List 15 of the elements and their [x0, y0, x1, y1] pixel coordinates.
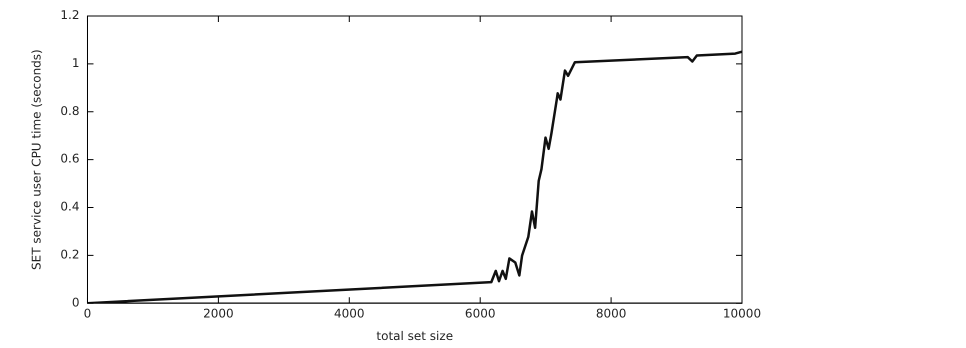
x-tick-label: 8000 [596, 306, 626, 321]
y-axis-title: SET service user CPU time (seconds) [29, 49, 44, 270]
x-tick-label: 6000 [464, 306, 496, 321]
y-tick-label: 0.4 [60, 200, 80, 214]
y-tick-label: 0.6 [60, 152, 80, 166]
y-tick-label: 0 [72, 295, 80, 310]
y-tick-label: 0.2 [60, 247, 80, 262]
x-tick-label: 10000 [722, 306, 762, 321]
x-tick-label: 4000 [334, 306, 365, 321]
x-tick-label: 2000 [203, 306, 234, 321]
y-tick-label: 1.2 [60, 8, 80, 22]
x-tick-label: 0 [84, 306, 92, 321]
x-axis-title: total set size [376, 328, 454, 343]
y-tick-label: 0.8 [60, 104, 80, 118]
y-tick-label: 1 [72, 56, 80, 70]
